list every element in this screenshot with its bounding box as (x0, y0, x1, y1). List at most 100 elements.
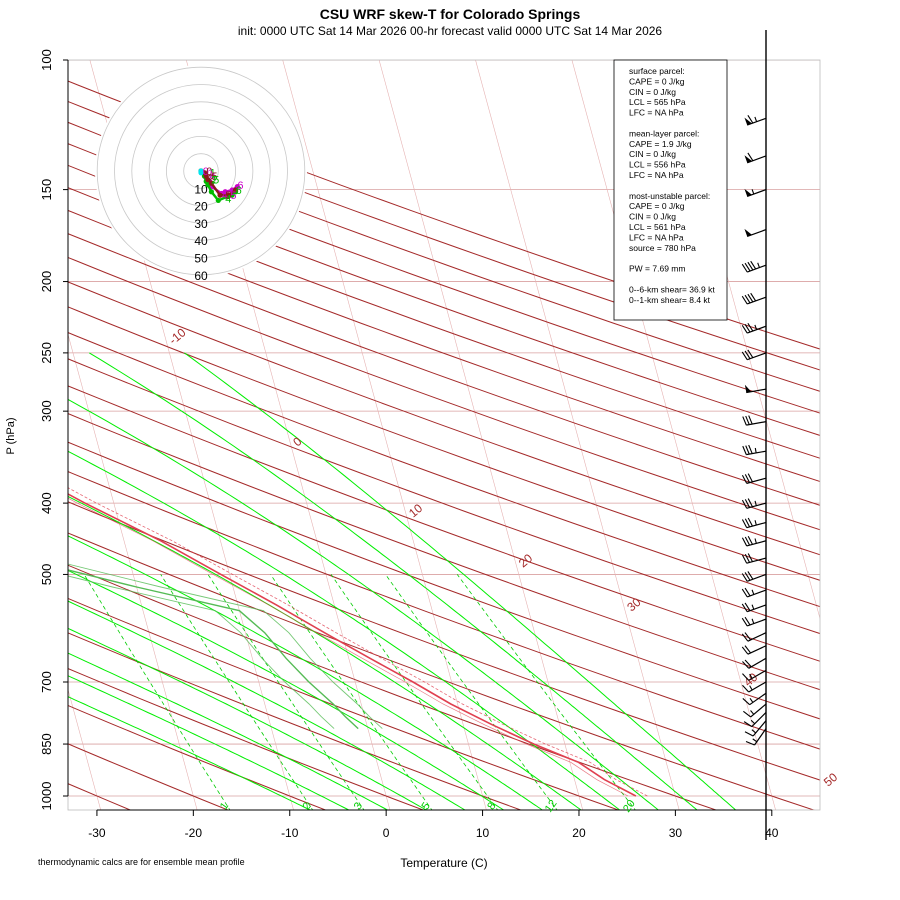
wind-barb-half-flag (754, 538, 757, 544)
wind-barb-flag (743, 710, 752, 718)
wind-barb (742, 415, 767, 426)
isotherm-line (282, 60, 487, 810)
wind-barb-staff (752, 720, 767, 737)
hodograph-height-label: 5 (211, 171, 217, 183)
pressure-tick-label: 200 (39, 271, 54, 293)
hodograph-height-label: 4 (210, 171, 216, 183)
x-axis-label: Temperature (C) (400, 856, 487, 870)
pressure-tick-label: 700 (39, 671, 54, 693)
wind-barb-flag (741, 474, 748, 484)
hodograph-height-label: 1 (210, 168, 216, 180)
parcel-info-line: CIN = 0 J/kg (629, 149, 676, 159)
wind-barb-flag (747, 261, 754, 271)
wind-barb-half-flag (751, 618, 755, 624)
wind-barb-flag (741, 633, 749, 642)
footnote: thermodynamic calcs are for ensemble mea… (38, 857, 245, 867)
parcel-info-line: LCL = 561 hPa (629, 222, 686, 232)
mixing-ratio-line (385, 574, 558, 810)
wind-barb-flag (744, 659, 752, 668)
wind-barb-half-flag (757, 262, 760, 268)
wind-barb-flag (744, 572, 751, 581)
parcel-info-box (613, 59, 728, 321)
wind-barb-staff (747, 573, 767, 582)
wind-barb-flag (742, 661, 750, 669)
hodograph-height-label: 6 (236, 185, 242, 197)
wind-barb (744, 384, 767, 394)
hodograph-height-label: 5 (230, 190, 236, 202)
isotherm-line (378, 60, 584, 810)
parcel-info-line: CIN = 0 J/kg (629, 87, 676, 97)
wind-barb-flag (741, 325, 748, 334)
wind-barb (744, 114, 767, 126)
wind-barb-half-flag (754, 116, 758, 122)
mixing-ratio-label: 1 (218, 800, 231, 812)
wind-barb (742, 657, 767, 669)
hodograph-height-label: 6 (237, 180, 243, 192)
parcel-info-line: mean-layer parcel: (629, 128, 699, 138)
wind-barb (741, 616, 767, 627)
dry-adiabat-line (68, 332, 820, 608)
temperature-tick-label: 0 (383, 826, 390, 840)
wind-barb-flag (747, 322, 754, 332)
wind-barb (744, 152, 767, 164)
wind-barb-pennant (744, 117, 752, 126)
dry-adiabat-line (68, 80, 820, 350)
wind-barb-flag (747, 498, 753, 507)
moist-adiabat-line (68, 495, 582, 810)
mixing-ratio-line (83, 574, 231, 810)
temperature-tick-label: -20 (185, 826, 203, 840)
wind-barb (741, 553, 767, 564)
wind-barb-staff (746, 557, 767, 564)
wind-barb-flag (741, 617, 748, 627)
wind-barb-flag (745, 740, 755, 746)
wind-barb-half-flag (751, 589, 755, 595)
wind-barb-staff (748, 669, 767, 681)
hodograph-point (222, 189, 228, 195)
dewpoint-member-profile (68, 563, 383, 729)
dry-adiabat-line (68, 306, 820, 581)
hodograph-ring-label: 50 (194, 252, 208, 266)
hodograph-point (226, 192, 232, 198)
mixing-ratio-label: 5 (420, 800, 433, 812)
parcel-info-line: surface parcel: (629, 66, 685, 76)
wind-barb-half-flag (754, 324, 758, 330)
hodograph-point (205, 177, 211, 183)
wind-barb-flag (745, 415, 750, 425)
pressure-tick-label: 150 (39, 179, 54, 201)
wind-barb-flag (741, 646, 749, 655)
wind-barb-half-flag (752, 738, 758, 743)
wind-barb-half-flag (751, 604, 755, 610)
wind-barb-pennant (744, 155, 752, 163)
hodograph-ring-label: 20 (194, 200, 208, 214)
temperature-tick-label: 40 (765, 826, 779, 840)
wind-barb-flag (742, 698, 750, 706)
hodograph-ring (148, 118, 254, 224)
wind-barb (742, 444, 767, 456)
wind-barb-pennant (744, 384, 752, 393)
wind-barb-pennant (744, 228, 752, 237)
dry-adiabat-line (68, 564, 718, 810)
wind-barb-flag (742, 673, 750, 681)
moist-adiabat-line (68, 600, 466, 810)
wind-barb-half-flag (754, 447, 757, 454)
hodograph-point (215, 197, 221, 204)
wind-barb (743, 703, 767, 718)
wind-barb-staff (748, 657, 767, 669)
wind-barb-flag (742, 684, 750, 693)
wind-barb (741, 292, 767, 305)
moist-adiabat-line (68, 398, 660, 810)
hodograph-ring (183, 153, 219, 189)
isotherm-line (571, 60, 776, 810)
wind-barb-half-flag (749, 673, 753, 679)
wind-barb-pennant (744, 188, 752, 197)
hodograph-height-label: 5 (225, 190, 231, 202)
mixing-ratio-label: 3 (352, 800, 365, 812)
wind-barb-staff (747, 604, 767, 613)
wind-barb (741, 517, 767, 529)
parcel-info-line: 0--6-km shear= 36.9 kt (629, 284, 715, 294)
hodograph-height-label: 0 (203, 166, 209, 178)
hodograph-height-label: 2 (211, 175, 217, 187)
parcel-info-line: CAPE = 0 J/kg (629, 201, 685, 211)
